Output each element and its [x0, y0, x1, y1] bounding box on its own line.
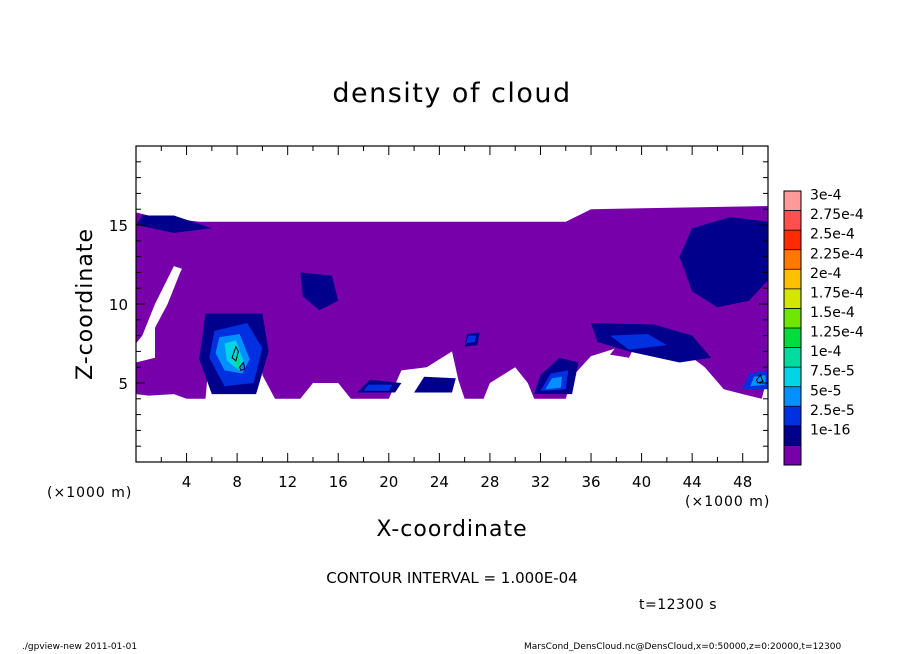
contour-line-1: [239, 361, 246, 372]
x-unit-label-left: (×1000 m): [47, 485, 132, 501]
y-axis-label: Z-coordinate: [73, 228, 98, 380]
colorbar-label: 1.75e-4: [810, 285, 864, 301]
x-tick-label: 8: [232, 473, 242, 491]
colorbar-label: 5e-5: [810, 383, 841, 399]
density-region-24: [233, 353, 241, 371]
x-tick-label: 24: [430, 473, 449, 491]
contour-lines: [231, 345, 764, 384]
density-region-2: [502, 267, 554, 281]
density-field: [136, 206, 768, 399]
colorbar-swatch: [784, 288, 801, 309]
colorbar: 3e-4 2.75e-4 2.5e-4 2.25e-4 2e-4 1.75e-4 1.5e-…: [783, 188, 864, 466]
x-tick-label: 36: [581, 473, 600, 491]
x-tick-label: 48: [733, 473, 752, 491]
colorbar-label: 7.5e-5: [810, 364, 855, 380]
colorbar-swatch: [784, 328, 801, 348]
colorbar-label: 1.25e-4: [810, 325, 864, 341]
colorbar-swatch: [784, 367, 801, 388]
y-tick-label: 5: [118, 375, 128, 393]
colorbar-swatch: [784, 445, 801, 466]
x-axis-label: X-coordinate: [376, 517, 527, 542]
colorbar-label: 2e-4: [810, 266, 842, 282]
x-tick-label: 4: [182, 473, 192, 491]
density-region-7: [300, 272, 339, 311]
y-axis-ticks: 5 10 15: [109, 145, 768, 463]
colorbar-swatch: [784, 386, 801, 407]
footer-right: MarsCond_DensCloud.nc@DensCloud,x=0:5000…: [524, 642, 842, 652]
colorbar-label: 2.75e-4: [810, 207, 864, 223]
colorbar-label: 1e-16: [810, 422, 850, 438]
colorbar-swatch: [784, 191, 801, 211]
x-tick-label: 32: [531, 473, 550, 491]
colorbar-swatch: [784, 406, 801, 427]
x-tick-label: 40: [632, 473, 651, 491]
colorbar-label: 1.5e-4: [810, 305, 855, 321]
y-tick-label: 15: [109, 217, 128, 235]
density-region-3: [641, 266, 686, 282]
chart-title: density of cloud: [332, 78, 571, 109]
colorbar-swatch: [784, 425, 801, 446]
contour-interval-text: CONTOUR INTERVAL = 1.000E-04: [326, 569, 577, 587]
density-region-16: [610, 334, 667, 350]
contour-line-2: [756, 374, 764, 384]
y-tick-label: 10: [109, 296, 128, 314]
x-unit-label-right: (×1000 m): [685, 494, 770, 510]
density-region-6: [679, 217, 768, 308]
x-tick-label: 44: [683, 473, 702, 491]
density-region-21: [545, 376, 562, 390]
x-tick-label: 20: [379, 473, 398, 491]
density-region-1: [338, 236, 377, 251]
colorbar-label: 2.25e-4: [810, 246, 864, 262]
colorbar-swatch: [784, 347, 801, 368]
x-tick-label: 28: [480, 473, 499, 491]
x-tick-label: 12: [278, 473, 297, 491]
colorbar-swatch: [784, 230, 801, 251]
colorbar-label: 3e-4: [810, 188, 842, 204]
x-axis-ticks: 4 8 12 16 20 24 28 32 36 40 44 48: [135, 146, 769, 491]
density-region-0: [136, 206, 768, 399]
colorbar-swatch: [784, 249, 801, 270]
colorbar-swatch: [784, 269, 801, 290]
density-region-12: [414, 376, 456, 393]
contour-line-0: [231, 345, 239, 362]
density-region-19: [465, 335, 476, 344]
x-tick-label: 16: [329, 473, 348, 491]
colorbar-label: 1e-4: [810, 344, 842, 360]
density-region-5: [136, 215, 212, 233]
footer-left: ./gpview-new 2011-01-01: [22, 642, 138, 652]
time-label: t=12300 s: [639, 597, 717, 613]
colorbar-label: 2.5e-5: [810, 403, 855, 419]
colorbar-label: 2.5e-4: [810, 227, 855, 243]
colorbar-swatch: [784, 308, 801, 329]
density-region-18: [363, 384, 393, 391]
colorbar-swatch: [784, 210, 801, 231]
